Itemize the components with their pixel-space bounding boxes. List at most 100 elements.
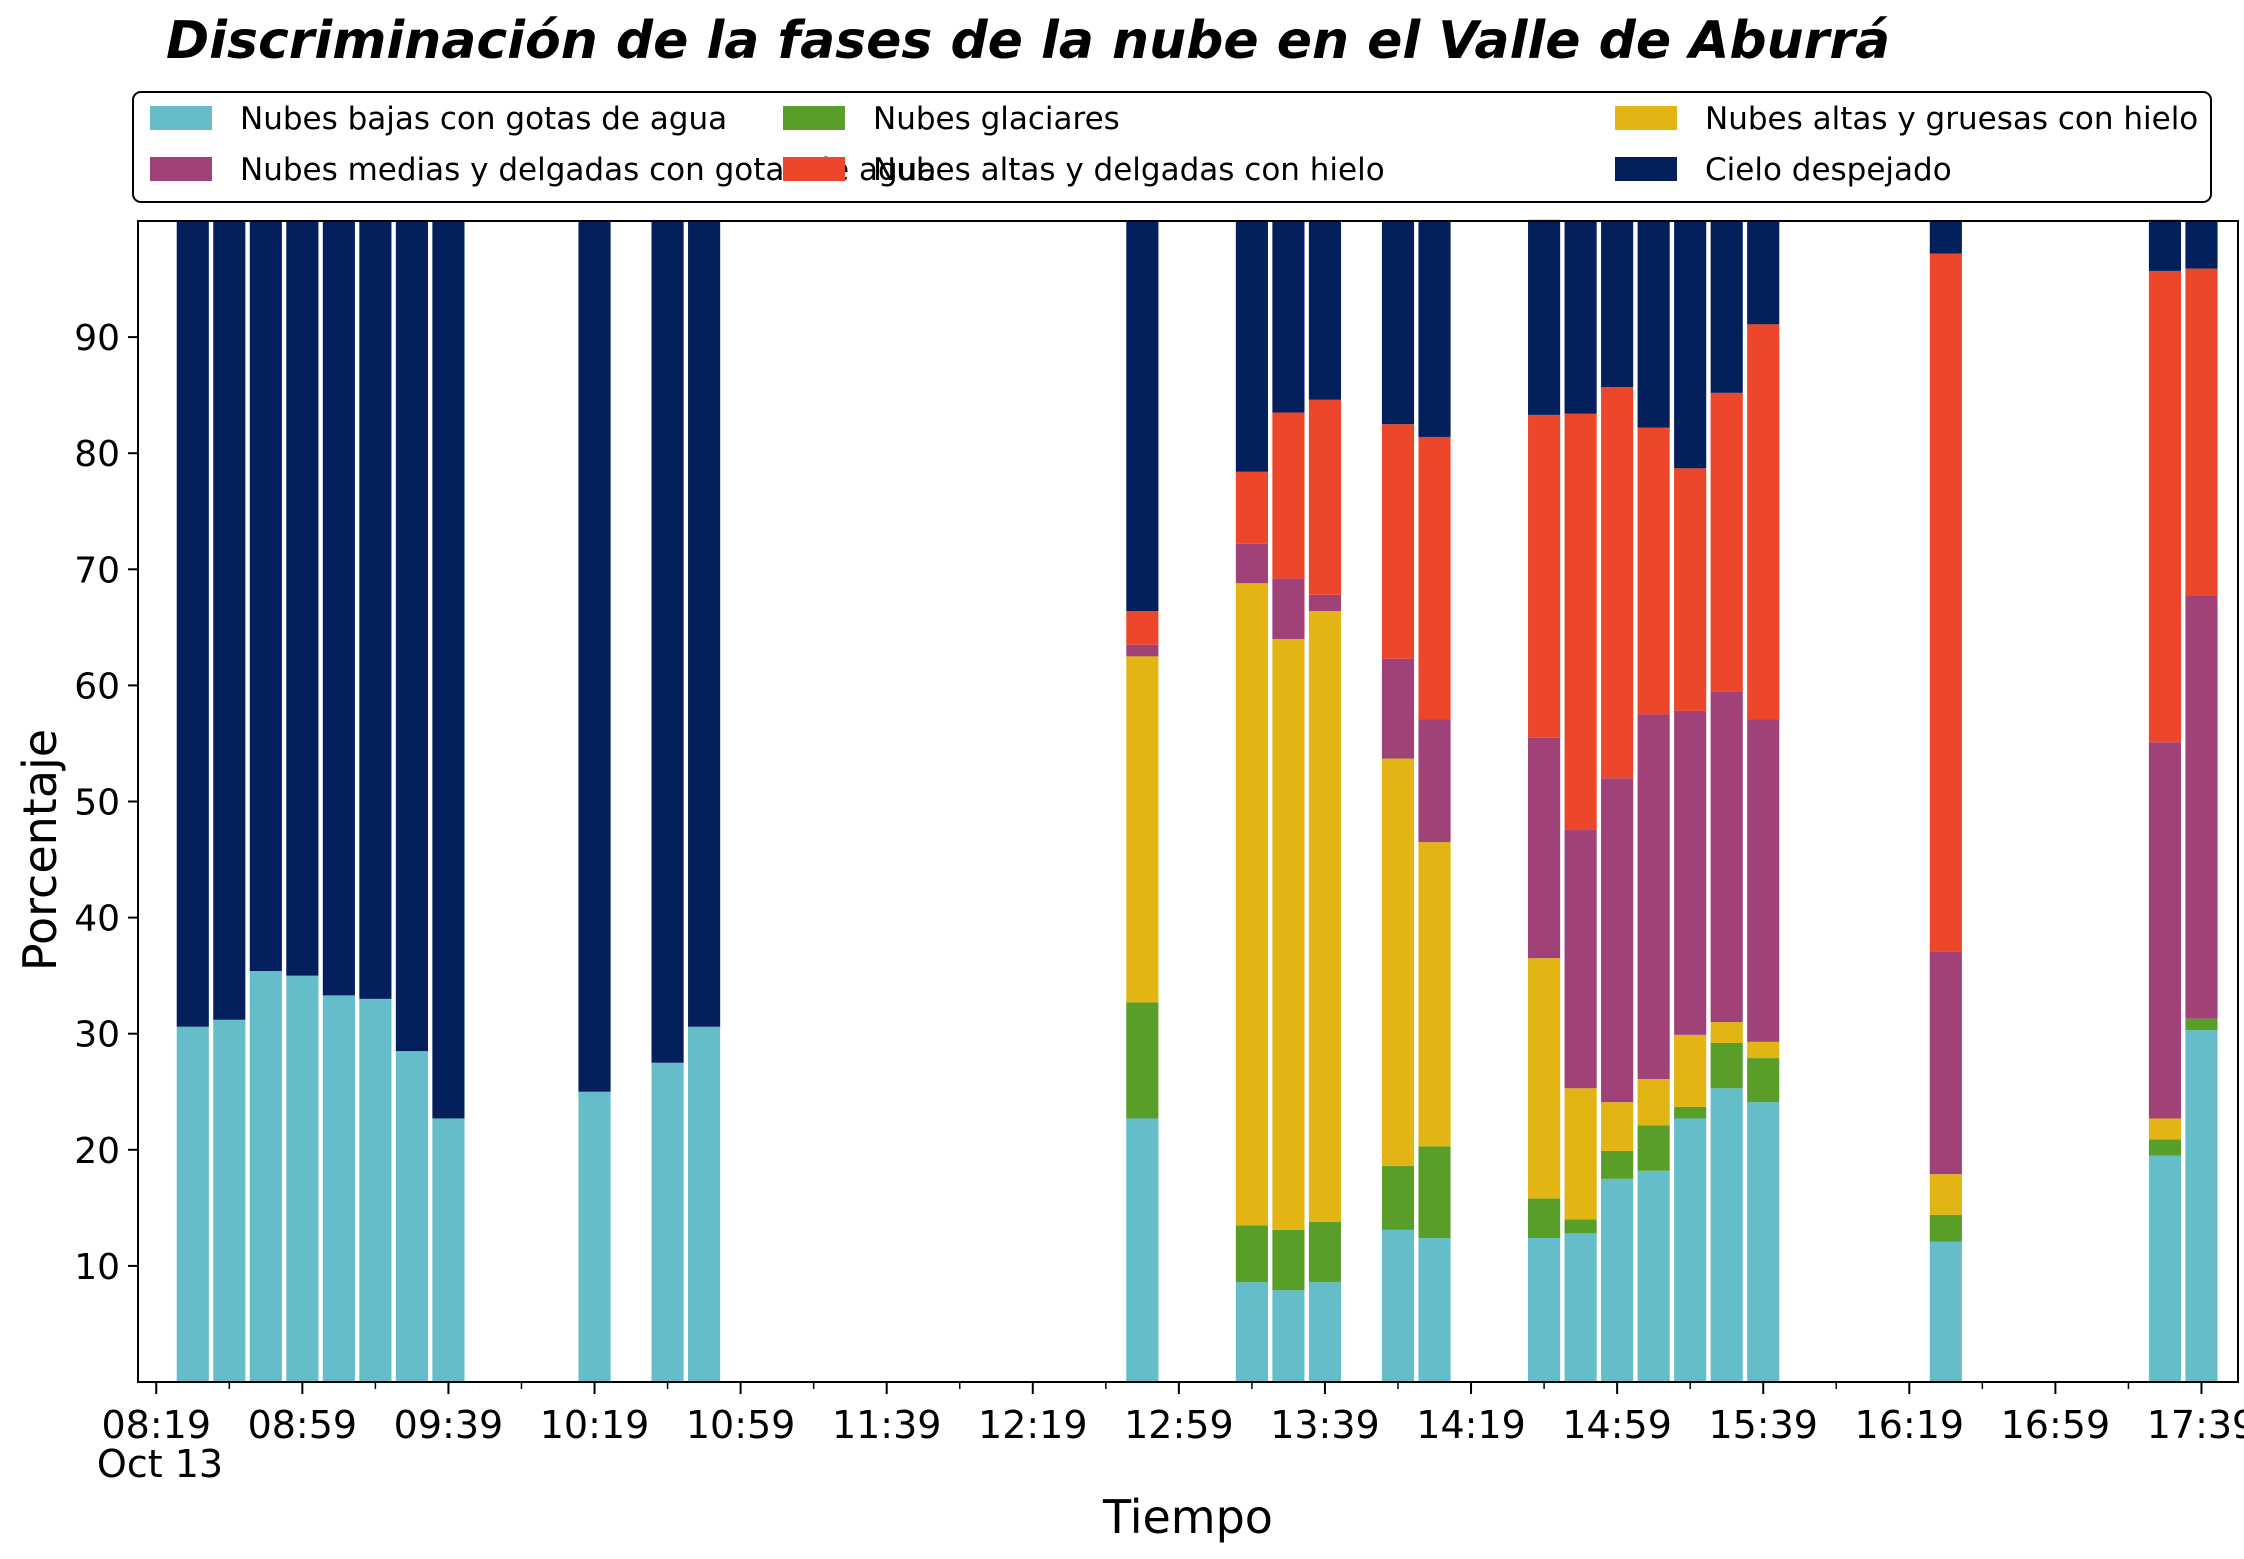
bar-segment <box>1710 221 1743 393</box>
bar-segment <box>1528 414 1561 738</box>
x-tick-label: 12:19 <box>978 1403 1088 1447</box>
bar-segment <box>1929 1174 1962 1215</box>
x-tick-label: 09:39 <box>394 1403 504 1447</box>
y-tick-label: 40 <box>74 899 120 940</box>
bar-segment <box>1637 1125 1670 1171</box>
y-tick-label: 70 <box>74 550 120 591</box>
bar-segment <box>1710 392 1743 692</box>
bar-segment <box>1528 1238 1561 1382</box>
x-tick-label: 08:59 <box>248 1403 358 1447</box>
bar-segment <box>1308 594 1342 612</box>
bar-segment <box>1601 1102 1634 1151</box>
bar-segment <box>1674 1106 1707 1119</box>
bar-segment <box>1308 221 1342 400</box>
bar-segment <box>1126 1118 1159 1382</box>
legend-swatch <box>150 106 212 130</box>
bar-segment <box>1710 1042 1743 1089</box>
bar-segment <box>1126 644 1159 657</box>
bar-segment <box>1564 1088 1597 1220</box>
bar-segment <box>359 221 392 999</box>
bar-segment <box>1272 1229 1305 1291</box>
x-tick-label: 14:19 <box>1416 1403 1526 1447</box>
bar-segment <box>1674 468 1707 711</box>
x-date-label: Oct 13 <box>97 1442 223 1486</box>
bar-segment <box>1381 658 1415 759</box>
legend-frame <box>132 91 2212 203</box>
bar-segment <box>1126 1002 1159 1119</box>
legend-swatch <box>783 157 845 181</box>
bar-segment <box>1747 1058 1780 1103</box>
legend-swatch <box>1615 106 1677 130</box>
bar-segment <box>1637 1170 1670 1382</box>
bar-segment <box>2148 1139 2182 1156</box>
bar-segment <box>395 221 428 1052</box>
bar-segment <box>176 1026 209 1382</box>
bar-segment <box>395 1051 428 1382</box>
bar-segment <box>2148 742 2182 1119</box>
bar-segment <box>1674 710 1707 1035</box>
legend-label: Nubes glaciares <box>873 101 1120 137</box>
bar-segment <box>1308 1221 1342 1283</box>
bar-segment <box>688 1026 721 1382</box>
y-tick-label: 90 <box>74 318 120 359</box>
x-tick-label: 16:59 <box>2001 1403 2111 1447</box>
bar-segment <box>359 998 392 1382</box>
bar-segment <box>1235 543 1268 584</box>
bar-segment <box>1418 1146 1451 1239</box>
bar-segment <box>1381 424 1415 659</box>
x-tick-label: 13:39 <box>1270 1403 1380 1447</box>
x-axis-label: Tiempo <box>1102 1490 1273 1544</box>
bar-segment <box>1126 221 1159 612</box>
bar-segment <box>1564 1219 1597 1234</box>
bar-segment <box>1272 1290 1305 1382</box>
bar-segment <box>1929 253 1962 952</box>
bar-segment <box>1601 1178 1634 1382</box>
x-tick-label: 08:19 <box>102 1403 212 1447</box>
bar-segment <box>1710 1088 1743 1382</box>
bar-segment <box>1235 471 1268 544</box>
bar-segment <box>1710 691 1743 1023</box>
bar-segment <box>176 221 209 1027</box>
chart-title: Discriminación de la fases de la nube en… <box>166 11 1890 71</box>
legend-label: Nubes altas y gruesas con hielo <box>1705 101 2198 137</box>
bar-segment <box>1564 221 1597 414</box>
bar-segment <box>322 221 355 996</box>
legend-label: Nubes altas y delgadas con hielo <box>873 152 1385 188</box>
y-tick-label: 50 <box>74 783 120 824</box>
bar-segment <box>322 995 355 1382</box>
x-tick-label: 14:59 <box>1562 1403 1672 1447</box>
bar-segment <box>1674 1034 1707 1107</box>
bar-segment <box>1747 221 1780 325</box>
bar-segment <box>2148 1155 2182 1382</box>
y-tick-label: 10 <box>74 1247 120 1288</box>
bar-segment <box>1528 219 1561 415</box>
bar-segment <box>1637 221 1670 428</box>
bar-segment <box>1637 427 1670 715</box>
bar-segment <box>1235 1225 1268 1283</box>
y-tick-label: 20 <box>74 1131 120 1172</box>
bar-segment <box>1564 1233 1597 1382</box>
bar-segment <box>1929 1241 1962 1382</box>
bar-segment <box>1418 221 1451 437</box>
bar-segment <box>1272 412 1305 579</box>
bar-segment <box>651 221 684 1063</box>
bar-segment <box>1929 221 1962 254</box>
bar-segment <box>1272 578 1305 639</box>
bar-segment <box>1126 656 1159 1003</box>
bar-segment <box>1381 1229 1415 1382</box>
bar-segment <box>2148 219 2182 271</box>
bar-segment <box>2185 1018 2218 1031</box>
x-tick-label: 15:39 <box>1708 1403 1818 1447</box>
bar-segment <box>1418 436 1451 720</box>
bar-segment <box>2185 221 2218 269</box>
bar-segment <box>1674 1118 1707 1382</box>
bar-segment <box>2185 1030 2218 1382</box>
bar-segment <box>286 221 319 976</box>
bar-segment <box>213 1019 246 1382</box>
bar-segment <box>1528 737 1561 959</box>
bar-segment <box>1601 1150 1634 1179</box>
bar-segment <box>1929 1214 1962 1242</box>
bar-segment <box>1929 951 1962 1175</box>
bar-segment <box>1308 399 1342 595</box>
